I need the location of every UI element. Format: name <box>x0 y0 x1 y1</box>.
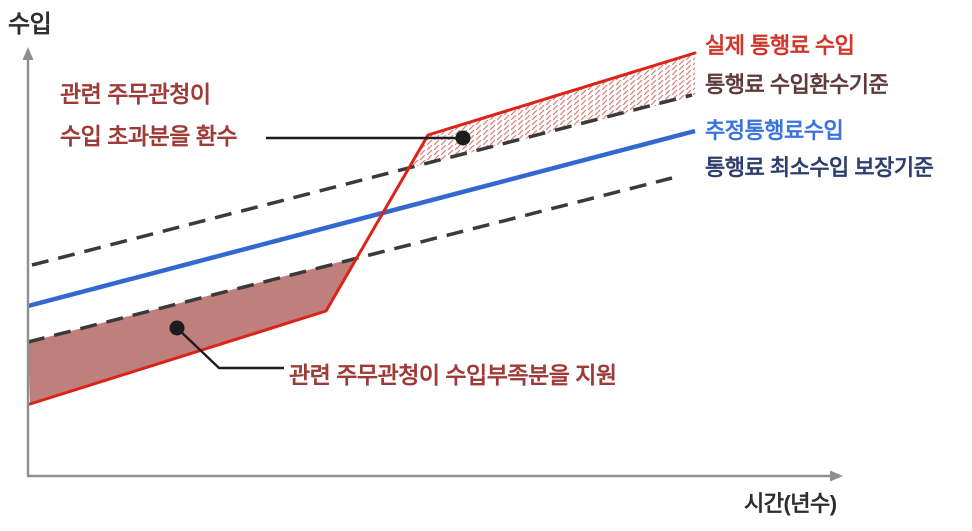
annotation-shortfall-support: 관련 주무관청이 수입부족분을 지원 <box>289 362 617 388</box>
x-axis-label: 시간(년수) <box>744 491 837 516</box>
annotation-excess-recovery-line1: 관련 주무관청이 <box>60 81 211 107</box>
excess-region-hatched <box>409 53 695 168</box>
legend-actual-toll-revenue: 실제 통행료 수입 <box>705 33 855 58</box>
actual-revenue-line <box>28 51 697 406</box>
y-axis-label: 수입 <box>8 11 52 38</box>
estimated-revenue-line <box>27 128 696 309</box>
shortfall-region <box>28 258 355 404</box>
shortfall-callout-dot <box>169 320 185 336</box>
y-axis-arrow-icon <box>22 47 34 60</box>
legend-recovery-threshold: 통행료 수입환수기준 <box>705 72 889 97</box>
minimum-guarantee-line <box>27 176 673 344</box>
legend-minimum-guarantee: 통행료 최소수입 보장기준 <box>705 155 934 180</box>
excess-callout-dot <box>455 130 471 146</box>
x-axis-arrow-icon <box>830 470 843 482</box>
legend-estimated-toll-revenue: 추정통행료수입 <box>705 118 844 143</box>
annotation-excess-recovery-line2: 수입 초과분을 환수 <box>60 123 238 149</box>
shortfall-callout-line <box>176 327 284 370</box>
recovery-threshold-line <box>31 93 693 267</box>
